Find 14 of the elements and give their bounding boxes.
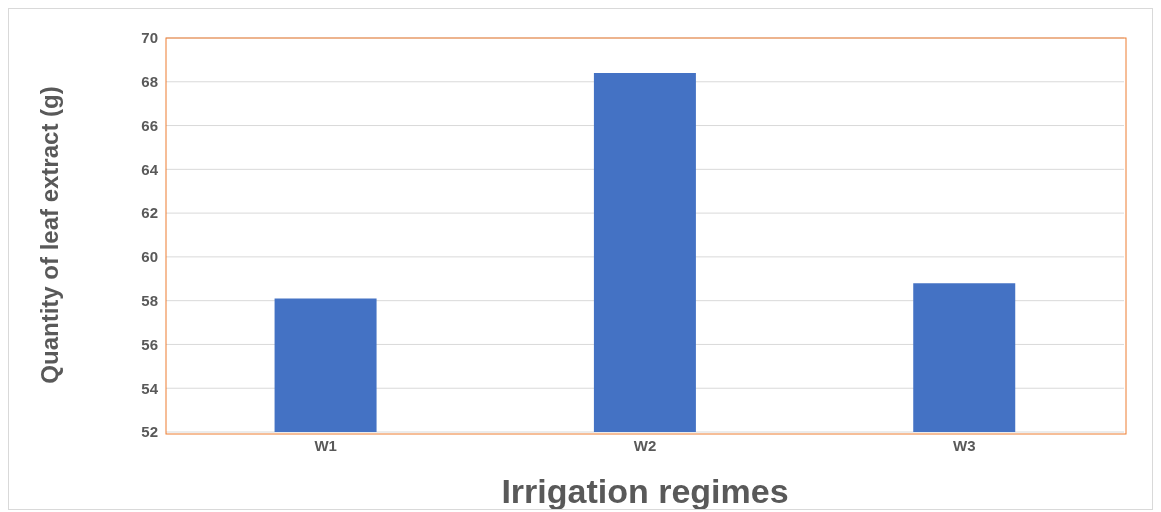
y-tick-label: 68 bbox=[141, 73, 158, 91]
y-tick-label: 56 bbox=[141, 335, 158, 353]
y-tick-label: 54 bbox=[141, 379, 159, 397]
y-tick-label: 70 bbox=[141, 29, 158, 47]
y-tick-label: 66 bbox=[141, 116, 158, 134]
y-tick-label: 58 bbox=[141, 291, 158, 309]
y-tick-label: 64 bbox=[141, 160, 159, 178]
y-tick-label: 52 bbox=[141, 423, 158, 441]
x-tick-label: W1 bbox=[314, 436, 337, 454]
y-tick-label: 60 bbox=[141, 248, 158, 266]
y-tick-label: 62 bbox=[141, 204, 158, 222]
x-tick-label: W2 bbox=[633, 436, 657, 454]
y-axis-title: Quantity of leaf extract (g) bbox=[35, 86, 63, 384]
x-tick-label: W3 bbox=[953, 436, 976, 454]
